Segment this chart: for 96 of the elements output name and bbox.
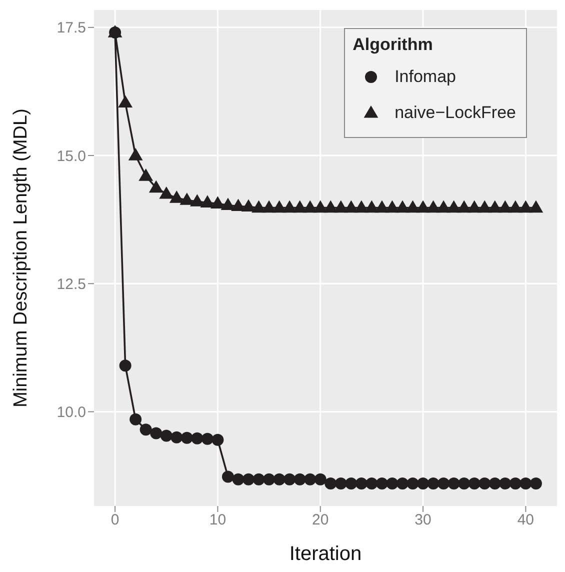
point: [488, 477, 501, 490]
point: [334, 477, 347, 490]
point: [191, 432, 204, 444]
x-tick-label: 10: [209, 512, 226, 529]
point: [252, 473, 265, 486]
point: [324, 477, 337, 490]
point: [467, 200, 482, 213]
point: [262, 200, 276, 213]
point: [426, 200, 440, 213]
point: [438, 477, 450, 490]
point: [364, 200, 379, 213]
x-tick-label: 20: [312, 512, 329, 529]
point: [478, 477, 491, 490]
point: [530, 477, 542, 490]
point: [518, 200, 533, 213]
point: [448, 477, 460, 490]
point: [284, 473, 296, 486]
point: [150, 427, 162, 440]
y-tick-label: 12.5: [56, 276, 86, 293]
legend-label: Infomap: [394, 67, 456, 87]
point: [159, 186, 174, 199]
point: [528, 200, 544, 213]
point: [396, 477, 408, 490]
point: [334, 200, 348, 213]
point: [119, 360, 132, 372]
y-tick-label: 17.5: [56, 20, 86, 37]
point: [294, 473, 306, 486]
point: [252, 200, 266, 213]
x-axis-title: Iteration: [289, 543, 362, 565]
point: [417, 477, 430, 490]
point: [200, 195, 215, 208]
point: [241, 199, 256, 212]
point: [323, 200, 338, 213]
point: [160, 430, 172, 442]
point: [128, 148, 143, 160]
point: [314, 473, 326, 486]
point: [498, 200, 512, 213]
point: [263, 473, 276, 486]
point: [488, 200, 502, 213]
point: [231, 198, 246, 212]
point: [416, 200, 430, 213]
point: [201, 432, 214, 445]
point: [386, 477, 398, 490]
legend-title: Algorithm: [352, 35, 434, 55]
point: [272, 200, 287, 213]
point: [138, 168, 154, 181]
point: [345, 477, 358, 490]
point: [273, 473, 286, 486]
point: [304, 473, 316, 486]
point: [468, 477, 480, 490]
x-tick-label: 30: [414, 512, 432, 529]
point: [499, 477, 512, 490]
point: [232, 473, 244, 486]
point: [313, 200, 328, 213]
y-axis-title: Minimum Description Length (MDL): [10, 108, 32, 408]
x-tick-label: 0: [110, 512, 120, 529]
point: [130, 413, 142, 426]
point: [456, 200, 472, 213]
point: [355, 477, 368, 490]
point: [190, 194, 204, 206]
point: [374, 200, 390, 213]
point: [366, 477, 378, 490]
point: [212, 434, 224, 446]
point: [222, 470, 234, 483]
point: [509, 477, 522, 490]
point: [169, 190, 184, 203]
point: [118, 95, 133, 108]
point: [520, 477, 532, 490]
point: [140, 424, 152, 436]
y-tick-label: 10.0: [56, 404, 86, 422]
point: [242, 473, 255, 486]
point: [170, 431, 183, 444]
point: [395, 200, 410, 213]
point: [354, 200, 369, 213]
point: [148, 180, 164, 193]
point: [458, 477, 470, 490]
point: [344, 200, 358, 213]
point: [446, 200, 462, 213]
legend-label: naive−LockFree: [394, 103, 516, 123]
point: [210, 196, 225, 208]
point: [508, 200, 523, 213]
point: [220, 198, 236, 210]
point: [477, 200, 492, 213]
point: [282, 200, 297, 213]
point: [292, 200, 308, 213]
point: [180, 432, 193, 444]
y-tick-label: 15.0: [56, 148, 86, 165]
point: [376, 477, 388, 490]
point: [406, 477, 419, 490]
point: [180, 192, 194, 205]
point: [385, 200, 400, 213]
point: [302, 200, 318, 213]
x-tick-label: 40: [517, 512, 534, 529]
point: [427, 477, 440, 490]
point: [406, 200, 420, 213]
point: [436, 200, 451, 213]
